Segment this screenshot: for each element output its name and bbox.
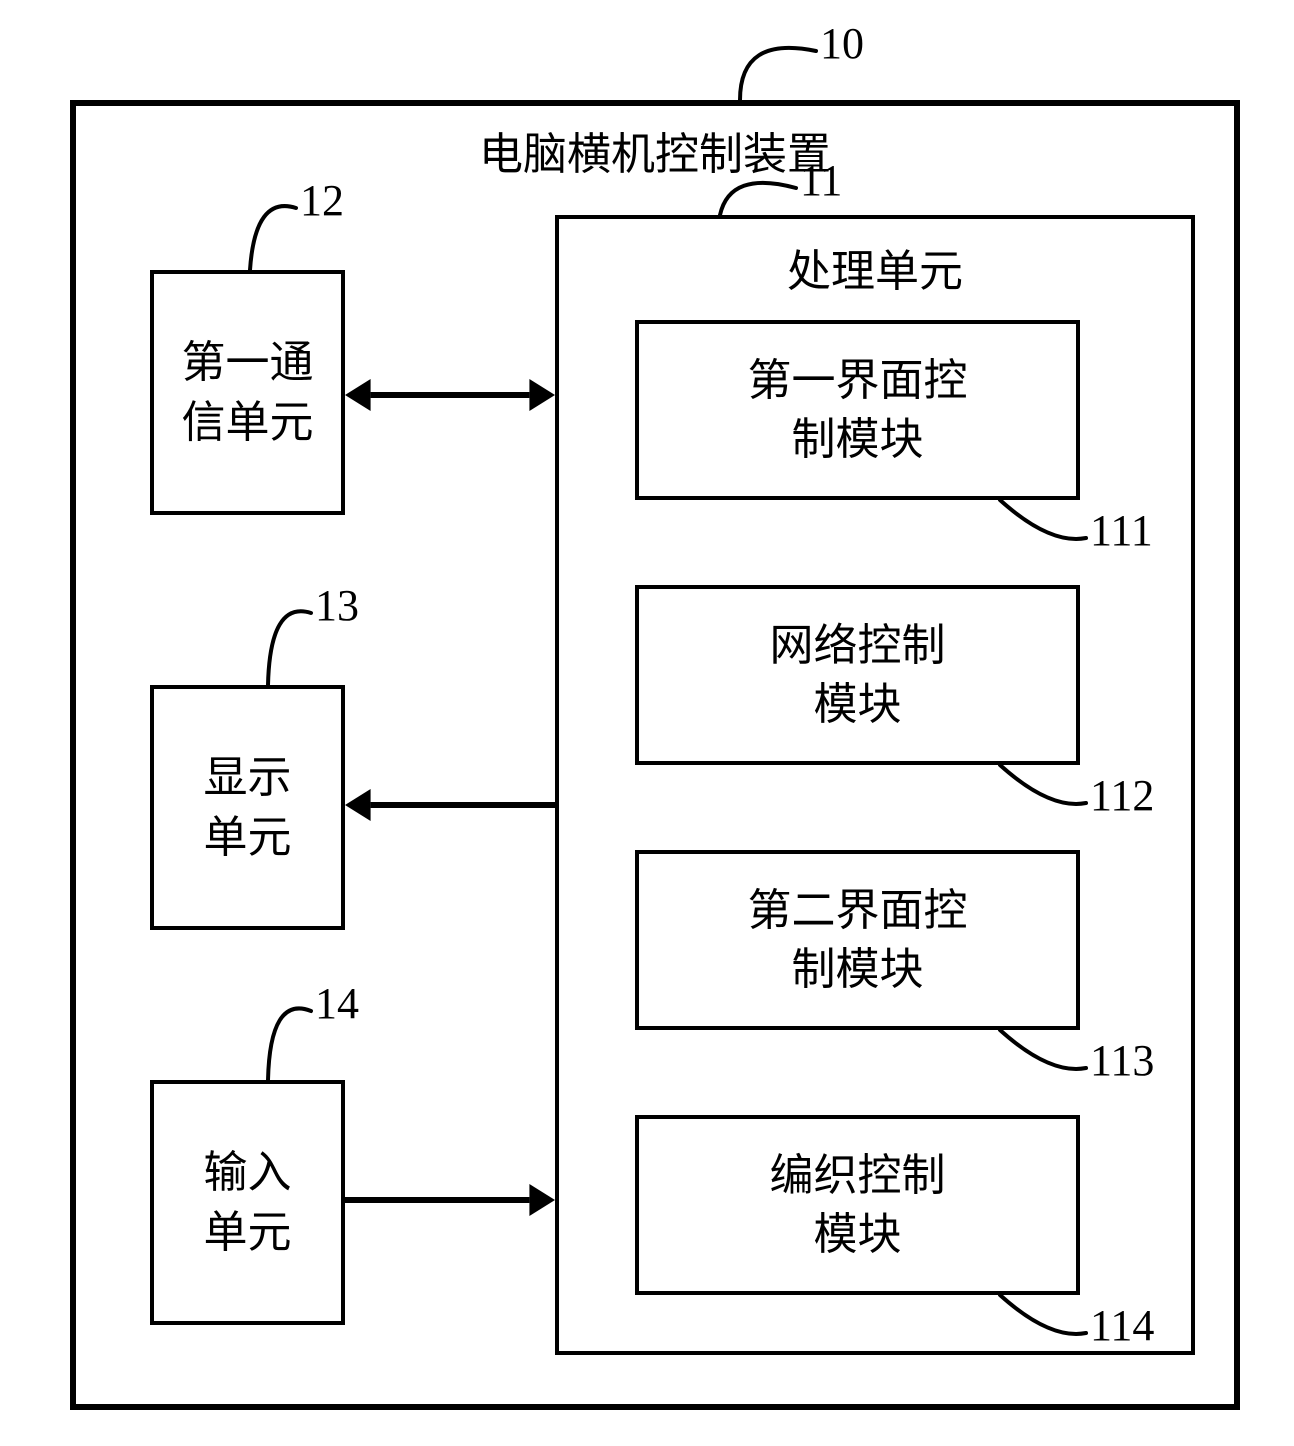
knitting-control-module-label: 编织控制模块	[770, 1146, 946, 1265]
outer-device-title: 电脑横机控制装置	[479, 118, 831, 182]
network-control-module-label: 网络控制模块	[770, 616, 946, 735]
ref-12: 12	[300, 175, 344, 226]
input-unit-box: 输入单元	[150, 1080, 345, 1325]
knitting-control-module-box: 编织控制模块	[635, 1115, 1080, 1295]
first-communication-unit-box: 第一通信单元	[150, 270, 345, 515]
ref-112: 112	[1090, 770, 1154, 821]
ref-14: 14	[315, 978, 359, 1029]
ref-113: 113	[1090, 1035, 1154, 1086]
ref-10: 10	[820, 18, 864, 69]
first-communication-unit-label: 第一通信单元	[182, 333, 314, 452]
first-interface-control-module-label: 第一界面控制模块	[748, 351, 968, 470]
second-interface-control-module-box: 第二界面控制模块	[635, 850, 1080, 1030]
ref-111: 111	[1090, 505, 1153, 556]
input-unit-label: 输入单元	[204, 1143, 292, 1262]
processing-unit-title: 处理单元	[787, 235, 963, 299]
ref-13: 13	[315, 580, 359, 631]
ref-114: 114	[1090, 1300, 1154, 1351]
ref-11: 11	[800, 155, 842, 206]
display-unit-box: 显示单元	[150, 685, 345, 930]
network-control-module-box: 网络控制模块	[635, 585, 1080, 765]
display-unit-label: 显示单元	[204, 748, 292, 867]
second-interface-control-module-label: 第二界面控制模块	[748, 881, 968, 1000]
first-interface-control-module-box: 第一界面控制模块	[635, 320, 1080, 500]
